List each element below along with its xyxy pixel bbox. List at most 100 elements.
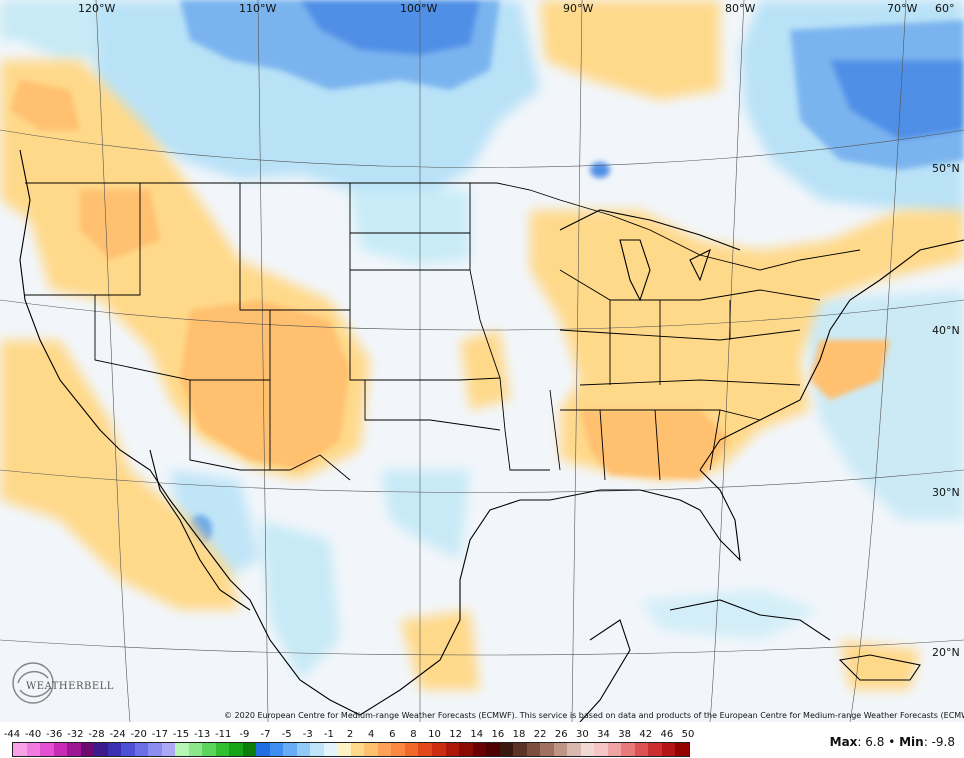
legend-tick-label: 38 — [618, 729, 631, 740]
legend-swatch — [607, 743, 622, 756]
legend-swatch — [350, 743, 365, 756]
legend-tick-label: 34 — [597, 729, 610, 740]
legend-tick-label: 2 — [346, 729, 354, 740]
legend-swatch — [40, 743, 54, 756]
legend-tick-label: 18 — [512, 729, 526, 740]
coastlines — [19, 149, 964, 722]
lon-label: 120°W — [78, 2, 115, 15]
min-value: -9.8 — [931, 735, 955, 749]
legend-swatch — [13, 743, 27, 756]
weatherbell-logo — [12, 662, 54, 704]
legend-tick-label: -24 — [109, 729, 126, 740]
legend-tick-label: -32 — [67, 729, 84, 740]
legend-swatch — [661, 743, 676, 756]
legend-swatch — [404, 743, 419, 756]
legend-swatch — [540, 743, 554, 756]
legend-swatch — [513, 743, 527, 756]
legend-tick-label: -20 — [130, 729, 147, 740]
legend-swatch — [459, 743, 473, 756]
legend-swatch — [256, 743, 270, 756]
legend-swatch — [107, 743, 122, 756]
legend-tick-label: -13 — [193, 729, 211, 740]
legend-swatch — [553, 743, 568, 756]
color-legend: -44 -40 -36 -32 -28 -24 -20 -17 -15 -13 -11 -9 -7 -5-… — [4, 729, 712, 758]
legend-tick-label: 50 — [681, 729, 695, 740]
legend-tick-label: -17 — [151, 729, 169, 740]
max-value: 6.8 — [865, 735, 885, 749]
legend-swatch — [499, 743, 514, 756]
legend-tick-label: 14 — [470, 729, 484, 740]
legend-swatch — [648, 743, 662, 756]
lat-label: 20°N — [932, 646, 960, 659]
legend-ticks: -44 -40 -36 -32 -28 -24 -20 -17 -15 -13 -11 -9 -7 -5-… — [4, 729, 712, 742]
min-label: Min — [899, 735, 924, 749]
legend-tick-label: 22 — [533, 729, 547, 740]
legend-swatch — [621, 743, 635, 756]
legend-swatch — [296, 743, 311, 756]
legend-swatch — [377, 743, 392, 756]
logo-text: WEATHERBELL — [26, 681, 114, 692]
legend-swatch — [364, 743, 378, 756]
legend-tick-label: -28 — [88, 729, 105, 740]
lon-label: 70°W — [887, 2, 917, 15]
legend-swatch — [269, 743, 284, 756]
legend-tick-label: -40 — [24, 729, 42, 740]
legend-swatch — [148, 743, 162, 756]
legend-swatch — [418, 743, 432, 756]
legend-tick-label: 30 — [576, 729, 589, 740]
legend-swatch — [161, 743, 176, 756]
lat-label: 50°N — [932, 162, 960, 175]
legend-tick-label: 4 — [367, 729, 375, 740]
legend-tick-label: 10 — [428, 729, 441, 740]
legend-swatch — [94, 743, 108, 756]
legend-swatch — [242, 743, 257, 756]
legend-swatch — [472, 743, 487, 756]
legend-swatch — [310, 743, 324, 756]
longitude-labels: 120°W 110°W 100°W 90°W 80°W 70°W 60° — [78, 2, 955, 15]
legend-swatch — [26, 743, 41, 756]
legend-tick-label: 26 — [554, 729, 568, 740]
legend-tick-label: 8 — [410, 729, 417, 740]
latitude-labels: 50°N 40°N 30°N 20°N — [932, 162, 960, 659]
legend-swatch — [567, 743, 581, 756]
max-min-readout: Max: 6.8 • Min: -9.8 — [829, 735, 955, 749]
legend-swatch — [580, 743, 595, 756]
legend-swatch — [80, 743, 95, 756]
legend-tick-label: -5 — [281, 729, 292, 740]
legend-tick-label: -36 — [46, 729, 63, 740]
lon-label: 60° — [935, 2, 955, 15]
lon-label: 80°W — [725, 2, 755, 15]
weather-map: 120°W 110°W 100°W 90°W 80°W 70°W 60° 50°… — [0, 0, 964, 722]
legend-tick-label: -9 — [239, 729, 250, 740]
lon-label: 110°W — [239, 2, 276, 15]
legend-tick-label: -44 — [3, 729, 21, 740]
legend-tick-label: -7 — [260, 729, 271, 740]
lat-label: 30°N — [932, 486, 960, 499]
legend-tick-label: 42 — [639, 729, 653, 740]
legend-tick-label: 6 — [389, 729, 396, 740]
legend-swatch — [283, 743, 297, 756]
legend-swatch — [175, 743, 189, 756]
legend-swatch — [634, 743, 649, 756]
legend-tick-label: 46 — [660, 729, 674, 740]
legend-swatch — [202, 743, 216, 756]
lon-label: 100°W — [400, 2, 437, 15]
legend-tick-label: 16 — [491, 729, 505, 740]
state-borders — [25, 182, 861, 481]
legend-swatch — [215, 743, 230, 756]
lat-label: 40°N — [932, 324, 960, 337]
legend-tick-label: -1 — [323, 729, 334, 740]
legend-swatch — [53, 743, 68, 756]
legend-colorbar — [12, 742, 690, 757]
legend-tick-label: 12 — [449, 729, 462, 740]
legend-swatch — [526, 743, 541, 756]
legend-tick-label: -15 — [172, 729, 190, 740]
max-label: Max — [829, 735, 858, 749]
legend-swatch — [337, 743, 351, 756]
legend-swatch — [391, 743, 405, 756]
legend-swatch — [431, 743, 446, 756]
legend-swatch — [323, 743, 338, 756]
legend-tick-label: -3 — [302, 729, 313, 740]
legend-swatch — [445, 743, 460, 756]
legend-swatch — [486, 743, 500, 756]
